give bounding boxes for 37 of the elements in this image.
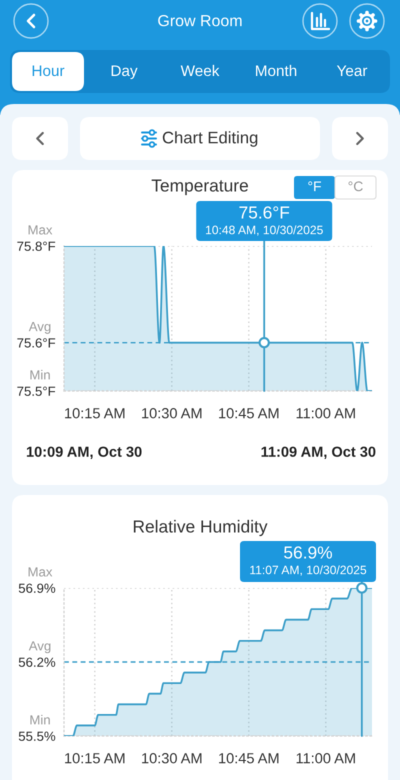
y-tick-label: 75.6°F: [17, 338, 56, 348]
text: Week: [180, 64, 220, 76]
text: 11:09 AM, Oct 30: [262, 446, 376, 460]
chart-title: Relative Humidity: [134, 520, 268, 536]
x-tick-label: 10:15 AM: [65, 753, 124, 764]
x-tick-label: 10:30 AM: [142, 408, 202, 418]
chart-title: Temperature: [152, 180, 248, 196]
text: 10:48 AM, 10/30/2025: [206, 225, 323, 236]
ref-line-label: Max: [28, 567, 52, 577]
text: 56.9%: [284, 546, 332, 559]
y-tick-label: 56.2%: [18, 658, 56, 667]
ref-line-label: Min: [30, 714, 50, 724]
text: °F: [308, 181, 321, 192]
ref-line-label: Min: [30, 370, 50, 380]
x-tick-label: 11:00 AM: [296, 408, 355, 418]
text: Month: [256, 64, 296, 76]
x-tick-label: 10:45 AM: [219, 753, 278, 764]
text: 11:07 AM, 10/30/2025: [250, 565, 366, 576]
y-tick-label: 75.8°F: [17, 242, 56, 251]
ref-line-label: Avg: [28, 322, 50, 334]
ref-line-label: Avg: [28, 641, 50, 654]
text: °C: [348, 181, 363, 192]
text: 10:09 AM, Oct 30: [26, 446, 142, 460]
text: Grow Room: [158, 14, 242, 26]
text: Hour: [32, 65, 64, 76]
text: Chart Editing: [162, 131, 258, 147]
text: Year: [336, 65, 368, 76]
x-tick-label: 10:15 AM: [65, 408, 124, 418]
x-tick-label: 10:30 AM: [142, 753, 202, 764]
ref-line-label: Max: [28, 225, 52, 235]
y-tick-label: 75.5°F: [17, 386, 56, 396]
y-tick-label: 56.9%: [18, 584, 56, 593]
x-tick-label: 10:45 AM: [219, 408, 278, 418]
x-tick-label: 11:00 AM: [296, 753, 355, 764]
text: Day: [112, 65, 138, 80]
y-tick-label: 55.5%: [18, 732, 56, 741]
text: 75.6°F: [239, 206, 290, 219]
